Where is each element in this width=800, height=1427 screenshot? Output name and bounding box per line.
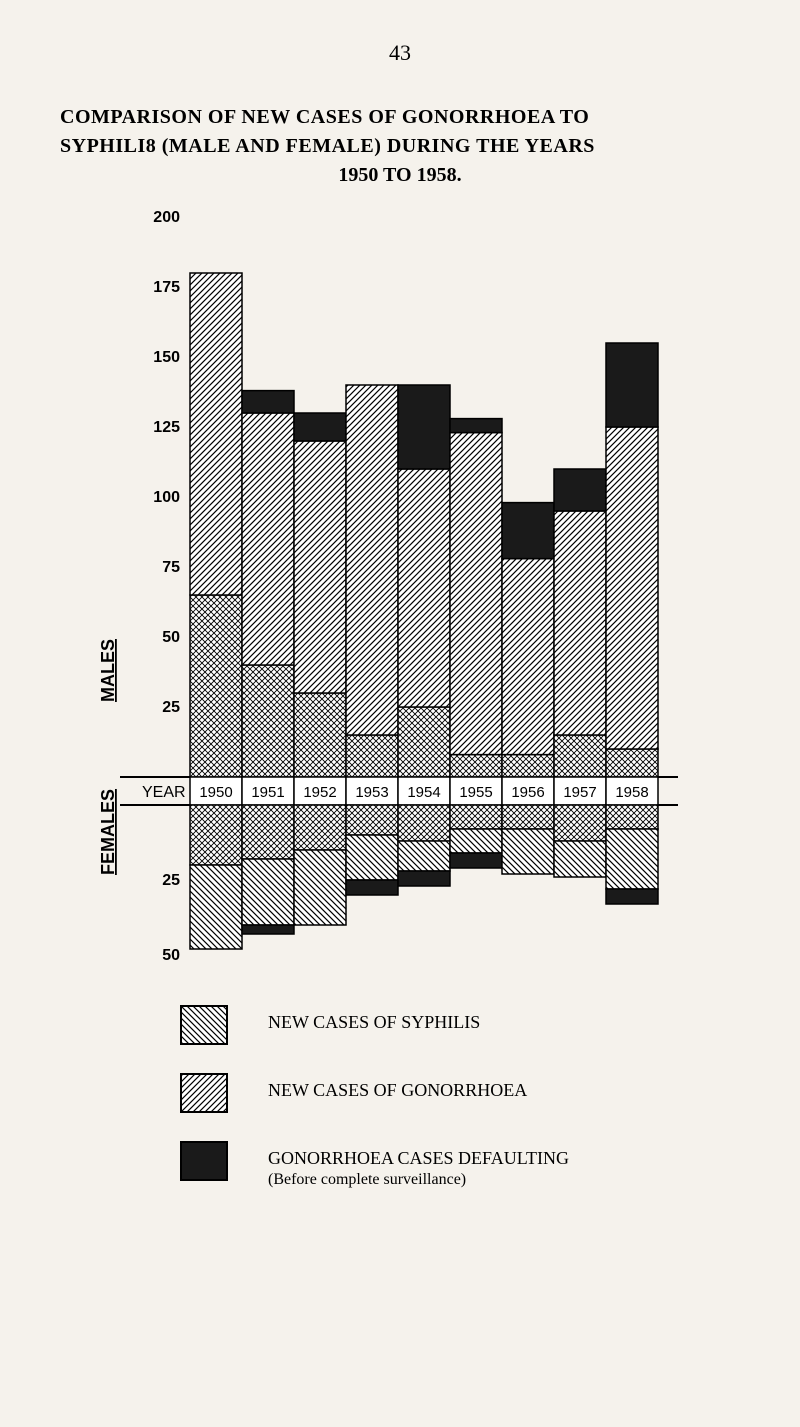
legend-text: NEW CASES OF SYPHILIS (268, 1005, 480, 1034)
legend-row: GONORRHOEA CASES DEFAULTING(Before compl… (180, 1141, 740, 1191)
svg-text:MALES: MALES (100, 639, 118, 702)
svg-text:125: 125 (153, 419, 180, 436)
svg-text:1952: 1952 (303, 784, 336, 801)
svg-text:175: 175 (153, 279, 180, 296)
title-line2: SYPHILI8 (MALE AND FEMALE) DURING THE YE… (60, 135, 740, 158)
legend-text: NEW CASES OF GONORRHOEA (268, 1073, 527, 1102)
svg-text:100: 100 (153, 489, 180, 506)
legend-row: NEW CASES OF GONORRHOEA (180, 1073, 740, 1113)
legend-row: NEW CASES OF SYPHILIS (180, 1005, 740, 1045)
svg-text:1953: 1953 (355, 784, 388, 801)
svg-text:1950: 1950 (199, 784, 232, 801)
svg-text:50: 50 (162, 629, 180, 646)
legend: NEW CASES OF SYPHILIS NEW CASES OF GONORR… (180, 1005, 740, 1191)
svg-text:YEAR: YEAR (142, 784, 186, 801)
title-line1: COMPARISON OF NEW CASES OF GONORRHOEA TO (60, 106, 740, 129)
page-number: 43 (60, 40, 740, 66)
svg-text:1957: 1957 (563, 784, 596, 801)
svg-text:1951: 1951 (251, 784, 284, 801)
svg-text:1955: 1955 (459, 784, 492, 801)
legend-swatch (180, 1141, 228, 1181)
svg-text:75: 75 (162, 559, 180, 576)
svg-text:50: 50 (162, 947, 180, 964)
legend-swatch (180, 1005, 228, 1045)
svg-text:25: 25 (162, 872, 180, 889)
svg-text:200: 200 (153, 209, 180, 226)
legend-swatch (180, 1073, 228, 1113)
svg-text:150: 150 (153, 349, 180, 366)
svg-text:1956: 1956 (511, 784, 544, 801)
svg-text:FEMALES: FEMALES (100, 789, 118, 875)
svg-text:1958: 1958 (615, 784, 648, 801)
svg-text:25: 25 (162, 699, 180, 716)
legend-subtext: (Before complete surveillance) (268, 1170, 569, 1191)
legend-text: GONORRHOEA CASES DEFAULTING(Before compl… (268, 1141, 569, 1191)
stacked-bar-chart: 200 175 150 125 100 75 50 25 25 50 MALES FEMALES YEA… (100, 207, 678, 975)
svg-text:1954: 1954 (407, 784, 440, 801)
title-line3: 1950 TO 1958. (60, 164, 740, 187)
